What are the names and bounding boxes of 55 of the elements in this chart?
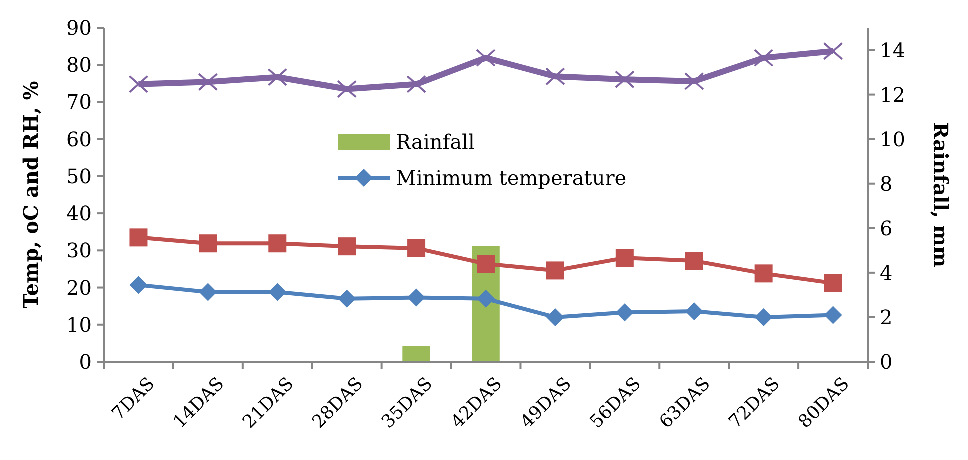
- point: [268, 283, 287, 302]
- point: [199, 283, 218, 302]
- y-tick-label: 90: [66, 16, 92, 40]
- point: [199, 234, 218, 253]
- point: [268, 234, 287, 253]
- y-tick-label: 20: [66, 276, 92, 300]
- point: [128, 75, 149, 94]
- point: [545, 68, 566, 86]
- point: [477, 290, 495, 308]
- legend-label: Minimum temperature: [396, 166, 627, 190]
- y-axis-title: Temp, oC and RH, %: [19, 81, 43, 309]
- point: [338, 238, 356, 256]
- y2-tick-label: 0: [880, 350, 893, 374]
- y-tick-label: 50: [66, 164, 92, 188]
- point: [684, 72, 704, 90]
- point: [546, 262, 564, 280]
- point: [198, 73, 218, 92]
- point: [338, 290, 356, 308]
- point: [616, 304, 634, 322]
- point: [754, 49, 774, 68]
- y2-tick-label: 8: [880, 172, 893, 196]
- point: [406, 75, 427, 94]
- point: [476, 49, 496, 68]
- y2-tick-label: 2: [880, 305, 893, 330]
- y2-tick-label: 4: [880, 260, 893, 285]
- y-tick-label: 10: [66, 312, 92, 337]
- point: [408, 239, 426, 258]
- point: [616, 249, 634, 268]
- point: [130, 228, 148, 247]
- y2-tick-label: 6: [880, 216, 893, 240]
- y-tick-label: 70: [66, 90, 92, 114]
- y-tick-label: 0: [79, 350, 92, 374]
- point: [130, 276, 148, 294]
- y-tick-label: 80: [66, 53, 92, 78]
- point: [614, 70, 635, 89]
- y2-axis-title: Rainfall, mm: [929, 122, 953, 268]
- y2-tick-label: 12: [880, 82, 906, 107]
- point: [408, 288, 426, 307]
- y2-tick-label: 14: [880, 38, 906, 62]
- y-tick-label: 30: [66, 238, 92, 263]
- point: [268, 68, 288, 86]
- point: [477, 255, 495, 274]
- point: [337, 80, 358, 98]
- point: [546, 308, 564, 326]
- y-tick-label: 60: [66, 127, 92, 152]
- legend-label: Rainfall: [396, 130, 475, 154]
- point: [685, 252, 704, 270]
- point: [824, 274, 842, 292]
- point: [685, 302, 704, 321]
- y2-tick-label: 10: [880, 127, 906, 152]
- y-tick-label: 40: [66, 202, 92, 226]
- point: [754, 264, 773, 283]
- point: [823, 42, 844, 60]
- point: [824, 306, 842, 324]
- point: [754, 308, 773, 326]
